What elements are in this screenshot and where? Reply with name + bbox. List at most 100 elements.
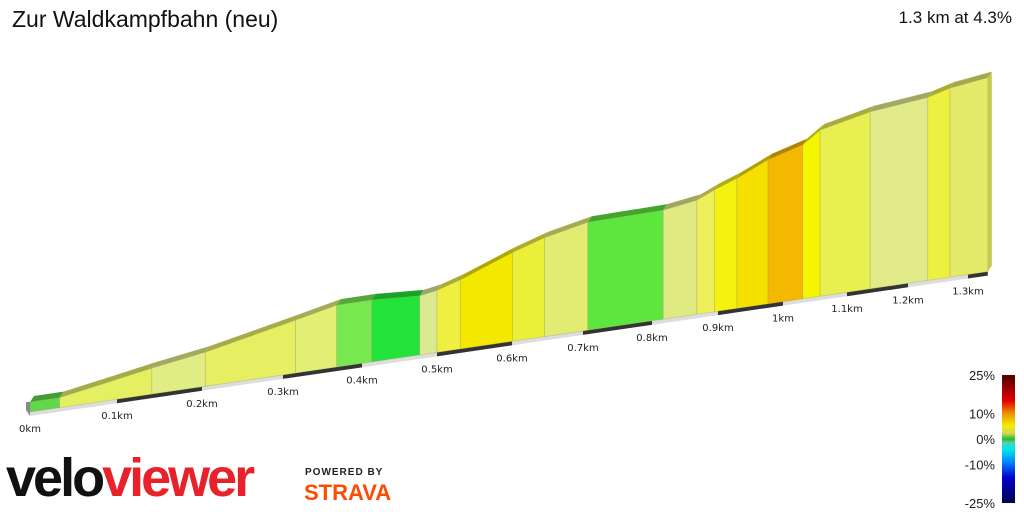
x-tick-label: 0km [19, 424, 41, 435]
segment-top [544, 216, 592, 238]
segment-face [767, 144, 804, 305]
segment-top [820, 105, 875, 131]
x-tick-label: 1km [772, 314, 794, 325]
segment-face [371, 295, 421, 363]
profile-segment [927, 82, 954, 281]
segment-top [437, 273, 465, 291]
x-tick-label: 1.2km [892, 295, 923, 306]
profile-segment [544, 216, 592, 337]
segment-top [59, 362, 156, 398]
strava-logo: STRAVA [304, 480, 392, 505]
profile-segment [436, 273, 465, 353]
segment-face [802, 129, 821, 300]
segment-face [927, 87, 951, 281]
segment-top [419, 284, 441, 296]
segment-top [371, 289, 424, 300]
x-tick-label: 0.4km [346, 375, 377, 386]
gradient-color-bar [1002, 375, 1015, 503]
profile-segment [819, 105, 875, 297]
segment-face [419, 289, 438, 356]
profile-segment [459, 246, 517, 350]
segment-top [151, 346, 210, 369]
profile-start-face [26, 402, 30, 416]
x-tick-label: 0.2km [186, 399, 217, 410]
profile-segment [295, 299, 341, 374]
axis-stripe [847, 283, 908, 297]
powered-by-label: POWERED BY [305, 467, 384, 478]
axis-stripe [652, 311, 718, 325]
segment-top [736, 153, 773, 179]
veloviewer-logo: veloviewer [6, 448, 255, 508]
profile-segment [419, 284, 441, 356]
route-summary: 1.3 km at 4.3% [898, 8, 1012, 27]
axis-stripe [583, 320, 652, 335]
profile-segment [512, 231, 549, 342]
segment-face [869, 97, 929, 290]
segment-top [336, 293, 376, 306]
axis-stripe [908, 274, 968, 288]
segment-face [949, 77, 989, 278]
route-title: Zur Waldkampfbahn (neu) [12, 6, 279, 32]
segment-top [950, 71, 992, 89]
axis-stripe [718, 301, 783, 316]
segment-top [768, 138, 807, 160]
segment-top [205, 314, 300, 353]
x-tick-label: 0.5km [421, 364, 452, 375]
segment-face [336, 299, 373, 368]
segments-layer [26, 71, 992, 416]
profile-end-face [987, 71, 992, 272]
gradient-legend: 25% 10% 0% -10% -25% [965, 368, 1015, 511]
profile-segment [59, 362, 156, 409]
profile-segment [869, 91, 932, 290]
profile-segment [714, 172, 741, 312]
legend-label: 10% [969, 406, 995, 421]
legend-label: -10% [965, 458, 996, 473]
x-tick-label: 0.7km [567, 343, 598, 354]
axis-stripe [437, 341, 512, 357]
profile-segment [767, 138, 807, 305]
segment-top [802, 124, 825, 145]
profile-segment [587, 204, 668, 331]
profile-segment [736, 153, 773, 309]
x-tick-label: 1.3km [952, 286, 983, 297]
segment-top [696, 183, 719, 201]
axis-stripe [968, 271, 988, 279]
profile-segment [949, 71, 992, 278]
x-tick-label: 0.8km [636, 333, 667, 344]
distance-axis: 0km 0.1km 0.2km 0.3km 0.4km 0.5km 0.6km 0.7km 0.… [19, 286, 984, 435]
segment-top [927, 82, 954, 98]
axis-stripe [512, 330, 583, 346]
x-tick-label: 1.1km [831, 304, 862, 315]
profile-segment [336, 293, 376, 368]
profile-segment [662, 194, 701, 320]
segment-face [696, 189, 716, 315]
axis-stripe [202, 374, 283, 391]
legend-label: 25% [969, 368, 995, 383]
segment-face [512, 237, 545, 342]
segment-top [460, 246, 517, 280]
axis-stripe [30, 399, 117, 416]
segment-face [436, 279, 461, 353]
segment-top [512, 231, 549, 253]
segment-face [819, 111, 871, 297]
profile-segment [151, 346, 210, 395]
legend-label: -25% [965, 496, 996, 511]
segment-top [714, 172, 741, 190]
profile-segment [371, 289, 424, 363]
axis-stripe [783, 292, 847, 306]
axis-stripe [117, 386, 202, 404]
segment-top [663, 194, 701, 211]
axis-stripe [283, 363, 362, 379]
segment-face [544, 221, 589, 337]
segment-top [587, 204, 668, 223]
legend-label: 0% [976, 432, 995, 447]
segment-face [736, 159, 769, 309]
segment-face [714, 177, 738, 312]
axis-stripe [362, 352, 437, 368]
segment-top [870, 91, 932, 112]
segment-top [30, 391, 64, 402]
segment-face [662, 199, 698, 320]
profile-segment [696, 183, 719, 315]
x-tick-label: 0.9km [702, 323, 733, 334]
